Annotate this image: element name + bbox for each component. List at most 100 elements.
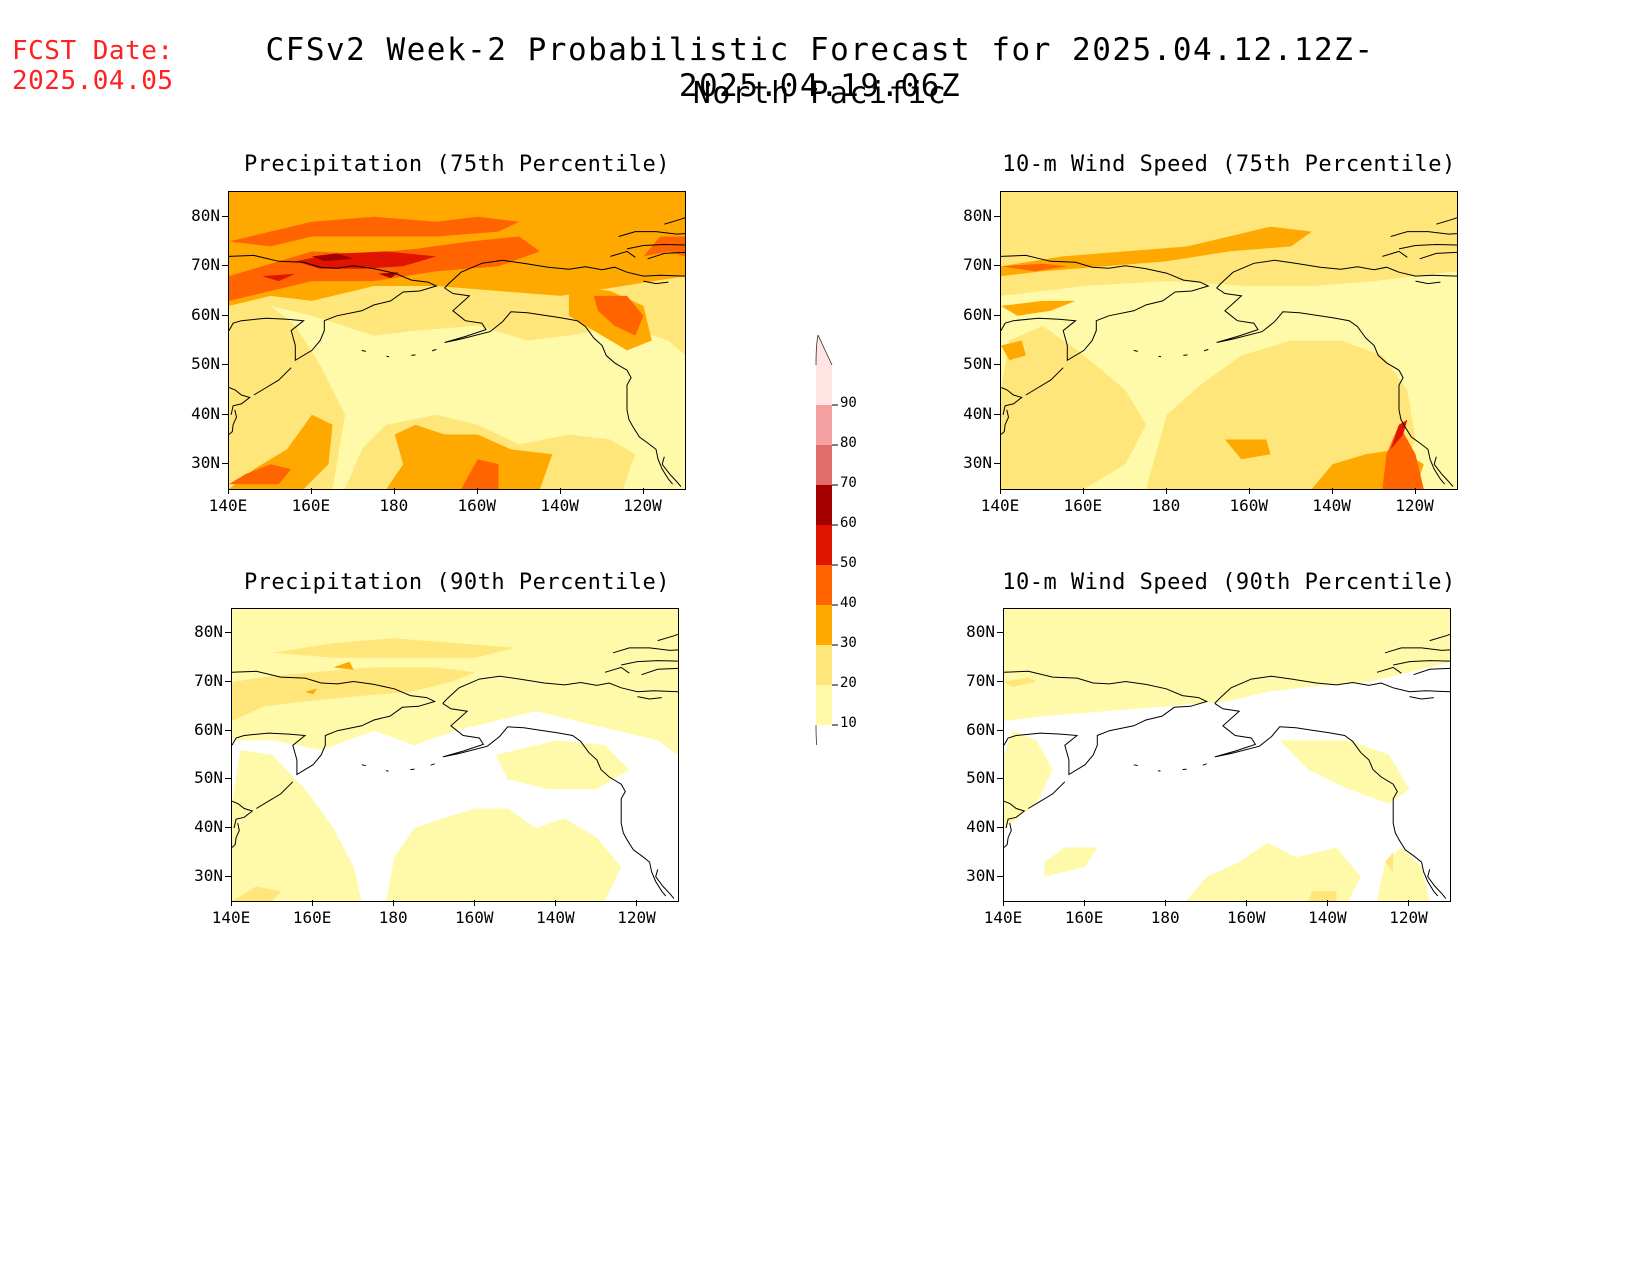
- coastline: [1382, 250, 1408, 258]
- probability-shade: [386, 808, 622, 901]
- map-graphic: [1001, 192, 1457, 489]
- coastline: [621, 660, 678, 666]
- probability-shade: [272, 638, 516, 658]
- coastline: [442, 702, 667, 897]
- coastline: [253, 367, 292, 396]
- coastline: [1158, 355, 1162, 358]
- coastline: [410, 768, 415, 771]
- y-tick: [997, 827, 1003, 828]
- coastline: [610, 250, 636, 258]
- coastline: [442, 675, 678, 704]
- y-axis-label: 60N: [963, 304, 992, 324]
- fcst-date-value: 2025.04.05: [12, 66, 174, 96]
- coastline: [647, 251, 685, 260]
- y-axis-label: 50N: [191, 354, 220, 374]
- page-subtitle: North Pacific: [692, 76, 948, 111]
- x-axis-label: 160W: [1229, 496, 1268, 515]
- x-tick: [1082, 488, 1084, 494]
- coastline: [637, 696, 662, 700]
- probability-shade: [232, 667, 476, 721]
- map-graphic: [232, 609, 678, 901]
- y-axis-label: 80N: [191, 205, 220, 225]
- colorbar-top-tip: [815, 333, 833, 366]
- probability-shade: [229, 464, 292, 485]
- colorbar: 10 20 30 40 50 60 70 80 90: [806, 333, 866, 756]
- y-axis-label: 50N: [194, 768, 223, 788]
- y-axis-label: 30N: [191, 453, 220, 473]
- y-axis-label: 40N: [194, 817, 223, 836]
- coastline: [1004, 800, 1026, 829]
- page-title: CFSv2 Week-2 Probabilistic Forecast for …: [265, 32, 1375, 104]
- coastline: [655, 869, 675, 899]
- x-tick: [1331, 488, 1333, 494]
- y-tick: [225, 681, 231, 682]
- coastline: [618, 231, 685, 237]
- colorbar-level-label: 70: [840, 475, 857, 491]
- coastline: [361, 764, 366, 767]
- coastline: [1409, 696, 1434, 700]
- x-tick: [1003, 900, 1004, 906]
- coastline: [1413, 667, 1450, 676]
- x-tick: [636, 900, 638, 906]
- coastline: [232, 800, 254, 829]
- coastline: [1203, 348, 1209, 352]
- probability-shade: [311, 253, 354, 262]
- y-axis-label: 70N: [191, 255, 220, 275]
- y-tick: [225, 827, 231, 828]
- coastline: [1001, 254, 1210, 362]
- x-axis-label: 140W: [1308, 908, 1347, 927]
- coastline: [444, 287, 673, 485]
- colorbar-graphic: [815, 333, 838, 756]
- coastline: [1433, 456, 1454, 487]
- probability-shade: [229, 216, 520, 247]
- x-axis-label: 160E: [291, 496, 331, 515]
- x-tick: [1246, 900, 1248, 906]
- coastline: [361, 349, 366, 352]
- x-tick: [1248, 488, 1250, 494]
- x-tick: [555, 900, 557, 906]
- x-axis-label: 140E: [211, 908, 251, 927]
- coastline: [1183, 354, 1188, 356]
- x-axis-label: 140E: [208, 496, 248, 515]
- coastline: [385, 770, 389, 772]
- colorbar-level-label: 50: [840, 555, 857, 571]
- coastline: [1157, 770, 1161, 772]
- probability-shade: [1308, 891, 1337, 901]
- y-tick: [994, 413, 1000, 415]
- coastline: [1436, 217, 1457, 225]
- probability-shade: [229, 236, 540, 301]
- x-tick: [1000, 488, 1001, 494]
- probability-shade: [232, 750, 362, 901]
- x-axis-label: 120W: [623, 496, 662, 515]
- colorbar-bottom-tip: [815, 724, 819, 756]
- x-axis-label: 160E: [292, 908, 332, 927]
- probability-shade: [1004, 609, 1450, 721]
- y-axis-label: 30N: [966, 865, 995, 885]
- coastline: [229, 409, 238, 435]
- probability-shade: [1382, 424, 1424, 489]
- x-axis-label: 160W: [455, 908, 494, 927]
- probability-shade: [1146, 340, 1416, 489]
- coastline: [626, 243, 685, 250]
- probability-shade: [1279, 740, 1410, 804]
- map-wind-90: [1003, 608, 1451, 902]
- x-axis-label: 180: [1151, 496, 1181, 515]
- y-axis-label: 40N: [191, 403, 220, 423]
- x-tick: [1165, 900, 1167, 906]
- y-tick: [225, 875, 231, 877]
- map-precip-75: [228, 191, 686, 490]
- x-axis-label: 180: [1150, 908, 1180, 927]
- probability-shade: [1186, 842, 1361, 901]
- x-axis-label: 160E: [1064, 908, 1104, 927]
- colorbar-segment: [816, 485, 832, 525]
- coastline: [1001, 409, 1010, 435]
- colorbar-level-label: 80: [840, 435, 857, 451]
- x-axis-label: 140W: [1312, 496, 1351, 515]
- probability-shade: [1390, 419, 1408, 450]
- probability-shade: [495, 740, 630, 790]
- x-tick: [312, 900, 314, 906]
- y-axis-label: 70N: [963, 255, 992, 275]
- map-graphic: [1004, 609, 1450, 901]
- x-tick: [1414, 488, 1416, 494]
- probability-shade: [1004, 730, 1053, 828]
